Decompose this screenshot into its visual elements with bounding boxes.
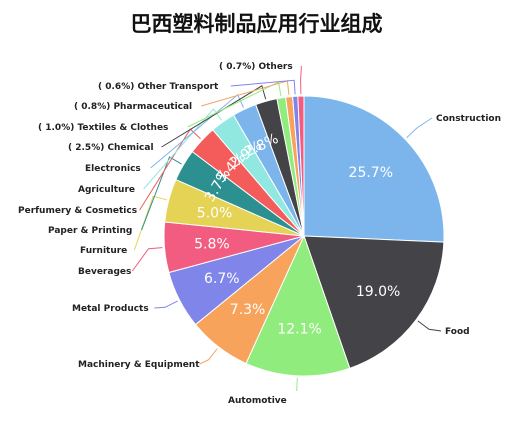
category-label: ( 1.0%) Textiles & Clothes	[38, 123, 168, 133]
category-label: Food	[445, 327, 470, 337]
category-label: Machinery & Equipment	[78, 360, 200, 370]
label-connector	[297, 378, 298, 391]
category-label: ( 0.8%) Pharmaceutical	[74, 102, 192, 112]
data-label: 5.8%	[194, 237, 230, 253]
data-label: 7.3%	[230, 302, 266, 318]
category-label: ( 2.5%) Chemical	[68, 143, 154, 153]
data-label: 12.1%	[277, 321, 321, 337]
data-label: 25.7%	[349, 165, 393, 181]
category-label: Perfumery & Cosmetics	[18, 206, 137, 216]
label-connector	[418, 321, 441, 331]
category-label: Metal Products	[72, 304, 149, 314]
label-connector	[407, 118, 432, 138]
category-label: ( 0.7%) Others	[219, 62, 293, 72]
data-label: 5.0%	[197, 206, 233, 222]
category-label: Electronics	[85, 164, 141, 174]
category-label: Beverages	[78, 267, 131, 277]
label-connector	[200, 349, 218, 365]
label-connector	[301, 66, 302, 94]
category-label: Construction	[436, 114, 501, 124]
label-connector	[231, 80, 295, 94]
category-label: ( 0.6%) Other Transport	[98, 82, 219, 92]
data-label: 6.7%	[204, 271, 240, 287]
category-label: Furniture	[80, 246, 127, 256]
data-label: 19.0%	[356, 284, 400, 300]
label-connector	[154, 301, 177, 308]
label-connector	[134, 196, 166, 250]
category-label: Automotive	[228, 396, 287, 406]
label-connector	[132, 248, 162, 271]
category-label: Paper & Printing	[48, 226, 132, 236]
category-label: Agriculture	[78, 185, 135, 195]
